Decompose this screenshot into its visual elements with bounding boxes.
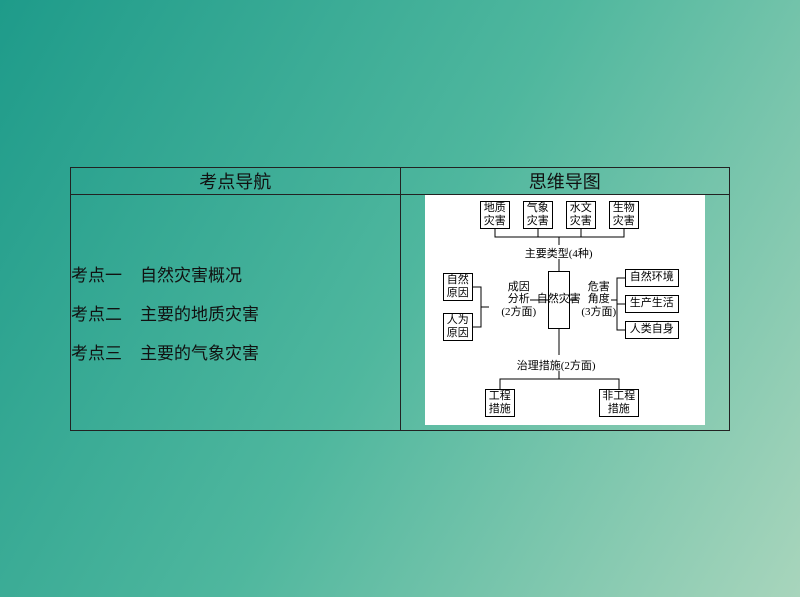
mindmap-node-r2: 生产生活: [625, 295, 679, 313]
mindmap-cell: 地质灾害气象灾害水文灾害生物灾害自然原因人为原因 自然灾害 自然环境生产生活人类自身…: [400, 194, 730, 430]
mindmap-label-bottom: 治理措施(2方面): [517, 357, 596, 373]
point-text: 自然灾害概况: [140, 266, 242, 285]
point-tag: 考点三: [71, 344, 122, 363]
mindmap-node-t4: 生物灾害: [609, 201, 639, 229]
mindmap-node-b2: 非工程措施: [599, 389, 639, 417]
point-text: 主要的气象灾害: [140, 344, 259, 363]
mindmap-node-l2: 人为原因: [443, 313, 473, 341]
mindmap-node-t3: 水文灾害: [566, 201, 596, 229]
points-cell: 考点一自然灾害概况 考点二主要的地质灾害 考点三主要的气象灾害: [71, 194, 401, 430]
point-item: 考点三主要的气象灾害: [71, 339, 400, 364]
point-text: 主要的地质灾害: [140, 305, 259, 324]
content-table: 考点导航 思维导图 考点一自然灾害概况 考点二主要的地质灾害 考点三主要的气象灾…: [70, 167, 730, 431]
mindmap-label-left: 成因分析(2方面): [497, 281, 541, 319]
mindmap-label-top: 主要类型(4种): [525, 245, 593, 261]
mindmap-node-t1: 地质灾害: [480, 201, 510, 229]
header-right: 思维导图: [400, 167, 730, 194]
mindmap-node-l1: 自然原因: [443, 273, 473, 301]
mindmap-node-b1: 工程措施: [485, 389, 515, 417]
mindmap-diagram: 地质灾害气象灾害水文灾害生物灾害自然原因人为原因 自然灾害 自然环境生产生活人类自身…: [425, 195, 705, 425]
mindmap-node-r3: 人类自身: [625, 321, 679, 339]
point-tag: 考点二: [71, 305, 122, 324]
mindmap-node-t2: 气象灾害: [523, 201, 553, 229]
mindmap-node-r1: 自然环境: [625, 269, 679, 287]
mindmap-label-right: 危害角度(3方面): [577, 281, 621, 319]
header-left: 考点导航: [71, 167, 401, 194]
mindmap-node-c: 自然灾害: [548, 271, 570, 329]
point-tag: 考点一: [71, 266, 122, 285]
point-item: 考点二主要的地质灾害: [71, 300, 400, 325]
point-item: 考点一自然灾害概况: [71, 261, 400, 286]
